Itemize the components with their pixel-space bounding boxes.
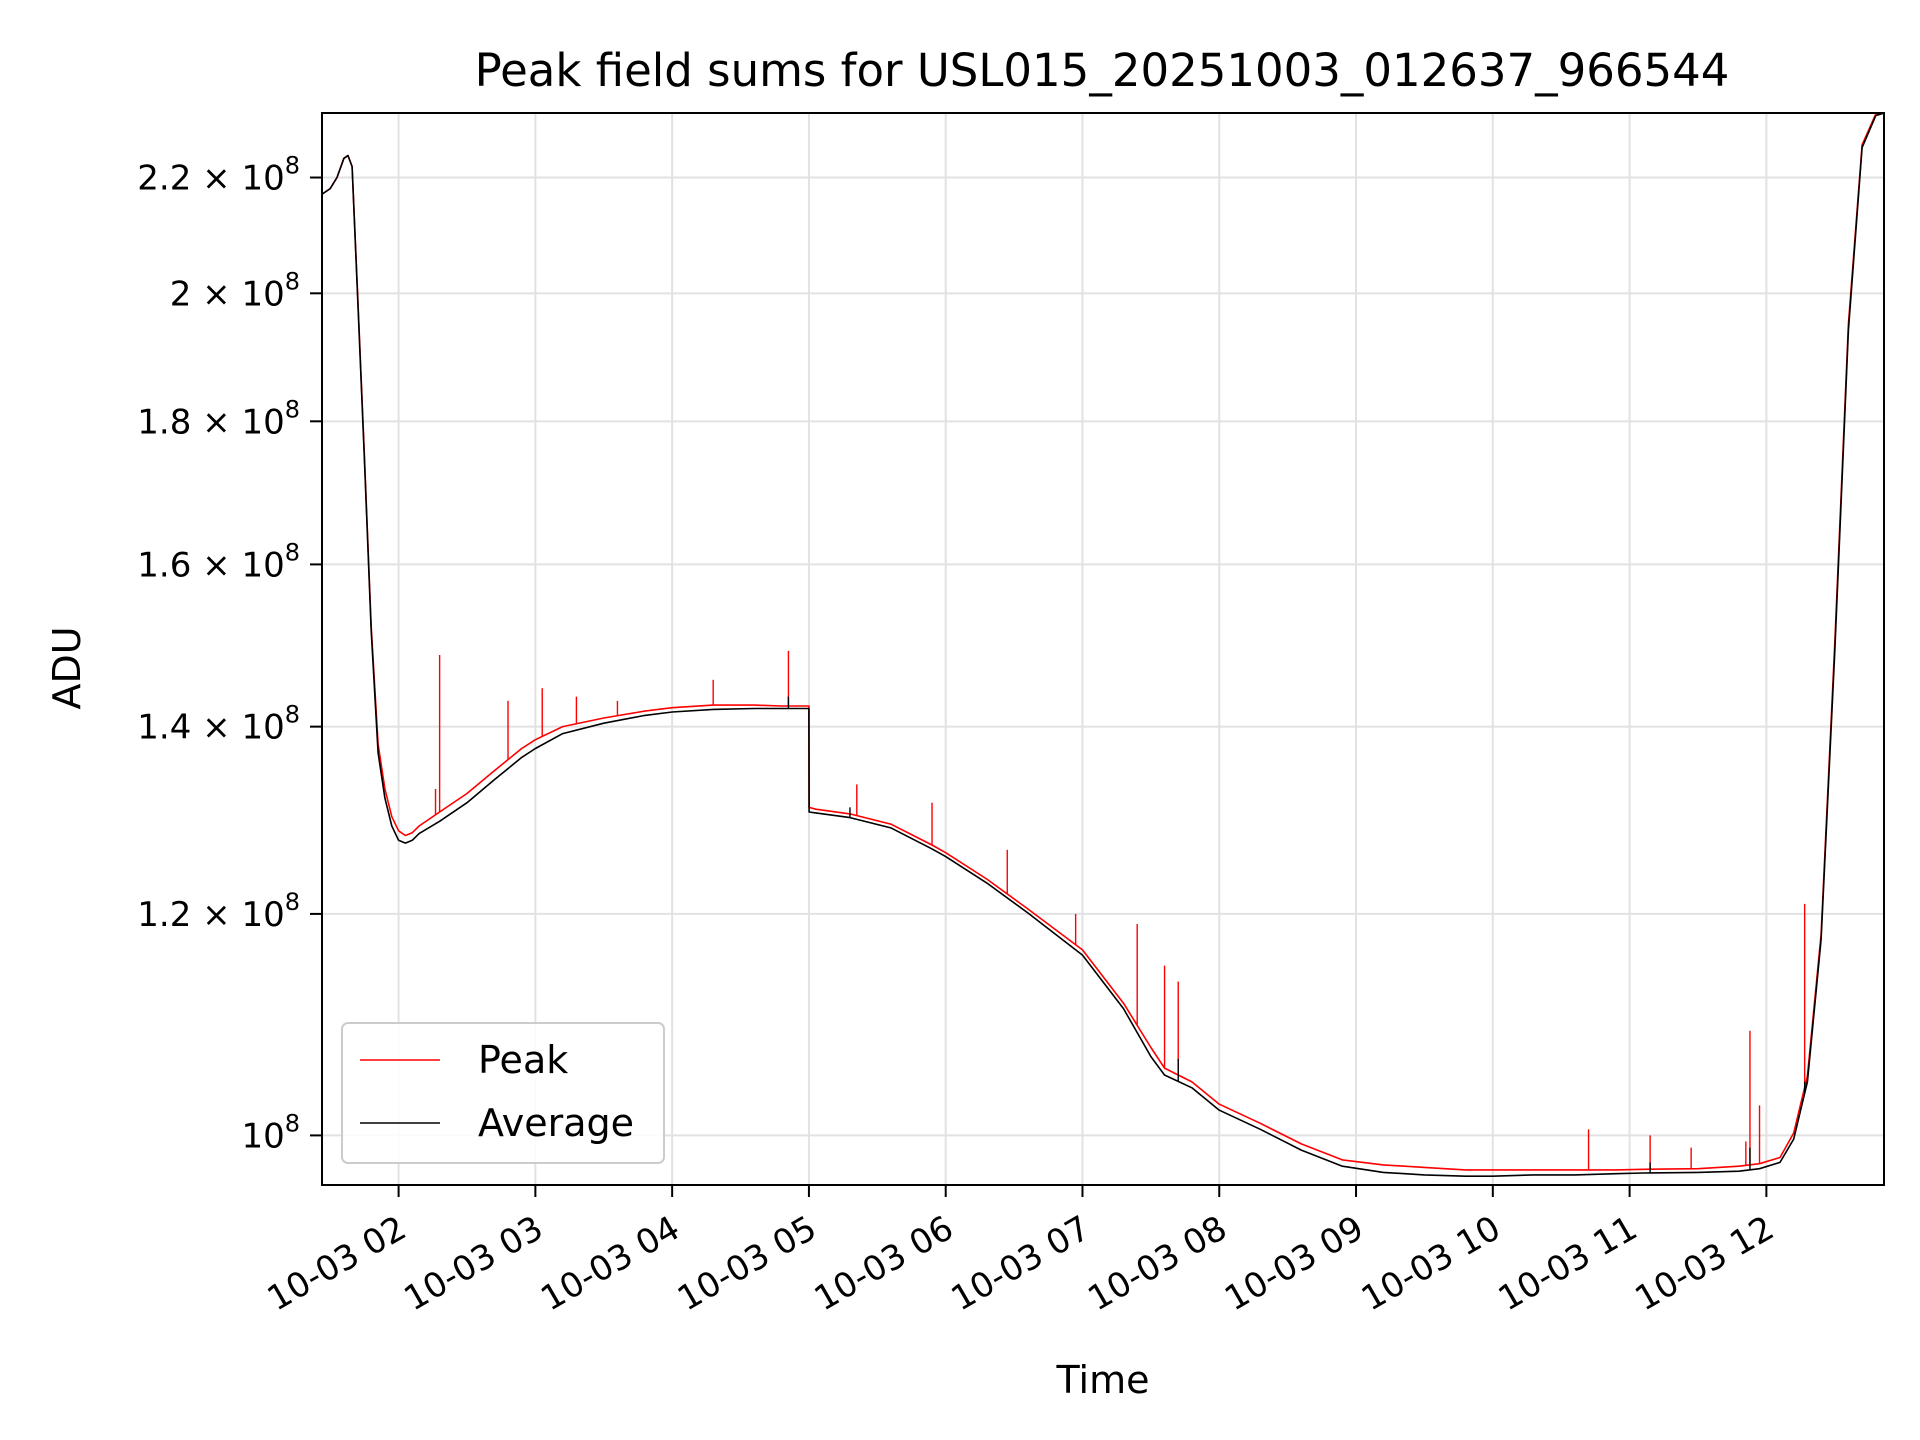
y-tick-exponent: 8 xyxy=(285,701,300,729)
legend: Peak Average xyxy=(341,1022,665,1164)
y-tick-label: 108 xyxy=(241,1109,300,1156)
y-tick-mantissa: 1.2 xyxy=(137,895,191,935)
y-tick-base: 10 xyxy=(241,402,284,442)
y-tick-base: 10 xyxy=(241,159,284,199)
y-tick-mantissa: 1.4 xyxy=(137,708,191,748)
chart-title: Peak field sums for USL015_20251003_0126… xyxy=(475,44,1730,97)
y-tick-label: 1.8 × 108 xyxy=(137,395,300,442)
grid xyxy=(322,113,1884,1185)
y-tick-exponent: 8 xyxy=(285,1109,300,1137)
y-tick-mantissa: 2 xyxy=(170,274,192,314)
y-tick-times: × xyxy=(191,274,241,314)
series-line-average xyxy=(322,113,1884,1177)
y-tick-label: 1.6 × 108 xyxy=(137,538,300,585)
plot-area-frame xyxy=(321,112,1885,1186)
y-tick-exponent: 8 xyxy=(285,888,300,916)
y-tick-exponent: 8 xyxy=(285,538,300,566)
y-tick-exponent: 8 xyxy=(285,267,300,295)
series-line-peak xyxy=(322,113,1884,1171)
series-layer xyxy=(322,113,1884,1177)
y-tick-times: × xyxy=(191,895,241,935)
y-axis-label: ADU xyxy=(45,626,89,709)
y-tick-times: × xyxy=(191,402,241,442)
y-tick-mantissa: 1.6 xyxy=(137,545,191,585)
y-tick-base: 10 xyxy=(241,708,284,748)
y-tick-exponent: 8 xyxy=(285,395,300,423)
y-tick-base: 10 xyxy=(241,545,284,585)
y-tick-times: × xyxy=(191,708,241,748)
x-axis-label: Time xyxy=(1056,1358,1150,1402)
y-tick-exponent: 8 xyxy=(285,152,300,180)
y-tick-base: 10 xyxy=(241,274,284,314)
y-tick-label: 1.4 × 108 xyxy=(137,701,300,748)
y-tick-base: 10 xyxy=(241,1116,284,1156)
legend-label-average: Average xyxy=(478,1101,634,1145)
y-tick-label: 1.2 × 108 xyxy=(137,888,300,935)
y-tick-label: 2.2 × 108 xyxy=(137,152,300,199)
y-tick-base: 10 xyxy=(241,895,284,935)
y-tick-mantissa: 2.2 xyxy=(137,159,191,199)
legend-box xyxy=(341,1022,665,1164)
y-tick-label: 2 × 108 xyxy=(170,267,300,314)
legend-label-peak: Peak xyxy=(478,1038,568,1082)
y-tick-times: × xyxy=(191,545,241,585)
y-tick-times: × xyxy=(191,159,241,199)
y-tick-mantissa: 1.8 xyxy=(137,402,191,442)
